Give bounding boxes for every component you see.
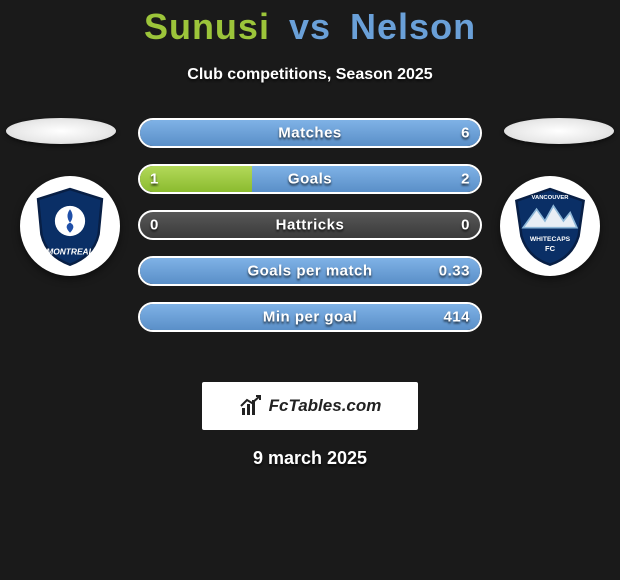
title-vs: vs: [281, 6, 339, 47]
stat-row: 1Goals2: [138, 164, 482, 194]
stat-value-right: 414: [443, 309, 470, 326]
stat-row: 0Hattricks0: [138, 210, 482, 240]
stat-value-right: 6: [461, 125, 470, 142]
stat-row: Goals per match0.33: [138, 256, 482, 286]
svg-text:MONTREAL: MONTREAL: [46, 247, 93, 257]
montreal-shield-icon: MONTREAL: [28, 184, 112, 268]
team-badge-left: MONTREAL: [20, 176, 120, 276]
stat-label: Hattricks: [140, 217, 480, 234]
stat-row: Matches6: [138, 118, 482, 148]
team-badge-right: VANCOUVER WHITECAPS FC: [500, 176, 600, 276]
subtitle: Club competitions, Season 2025: [0, 66, 620, 84]
whitecaps-shield-icon: VANCOUVER WHITECAPS FC: [508, 184, 592, 268]
date-text: 9 march 2025: [0, 448, 620, 469]
player1-head-ellipse: [6, 118, 116, 144]
brand-text: FcTables.com: [269, 396, 382, 416]
stat-value-right: 2: [461, 171, 470, 188]
stat-label: Goals: [140, 171, 480, 188]
stat-label: Min per goal: [140, 309, 480, 326]
bar-chart-icon: [239, 394, 263, 418]
svg-text:WHITECAPS: WHITECAPS: [530, 236, 571, 243]
title-player1: Sunusi: [144, 6, 270, 47]
comparison-area: MONTREAL VANCOUVER WHITECAPS FC Matches6…: [0, 118, 620, 378]
player2-head-ellipse: [504, 118, 614, 144]
stat-value-right: 0: [461, 217, 470, 234]
page-title: Sunusi vs Nelson: [0, 0, 620, 48]
stat-rows: Matches6 1Goals2 0Hattricks0 Goals per matc…: [138, 118, 482, 348]
title-player2: Nelson: [350, 6, 476, 47]
brand-box: FcTables.com: [202, 382, 418, 430]
svg-text:FC: FC: [545, 244, 556, 253]
stat-label: Matches: [140, 125, 480, 142]
stat-value-right: 0.33: [439, 263, 470, 280]
stat-row: Min per goal414: [138, 302, 482, 332]
stat-label: Goals per match: [140, 263, 480, 280]
svg-text:VANCOUVER: VANCOUVER: [531, 195, 569, 201]
